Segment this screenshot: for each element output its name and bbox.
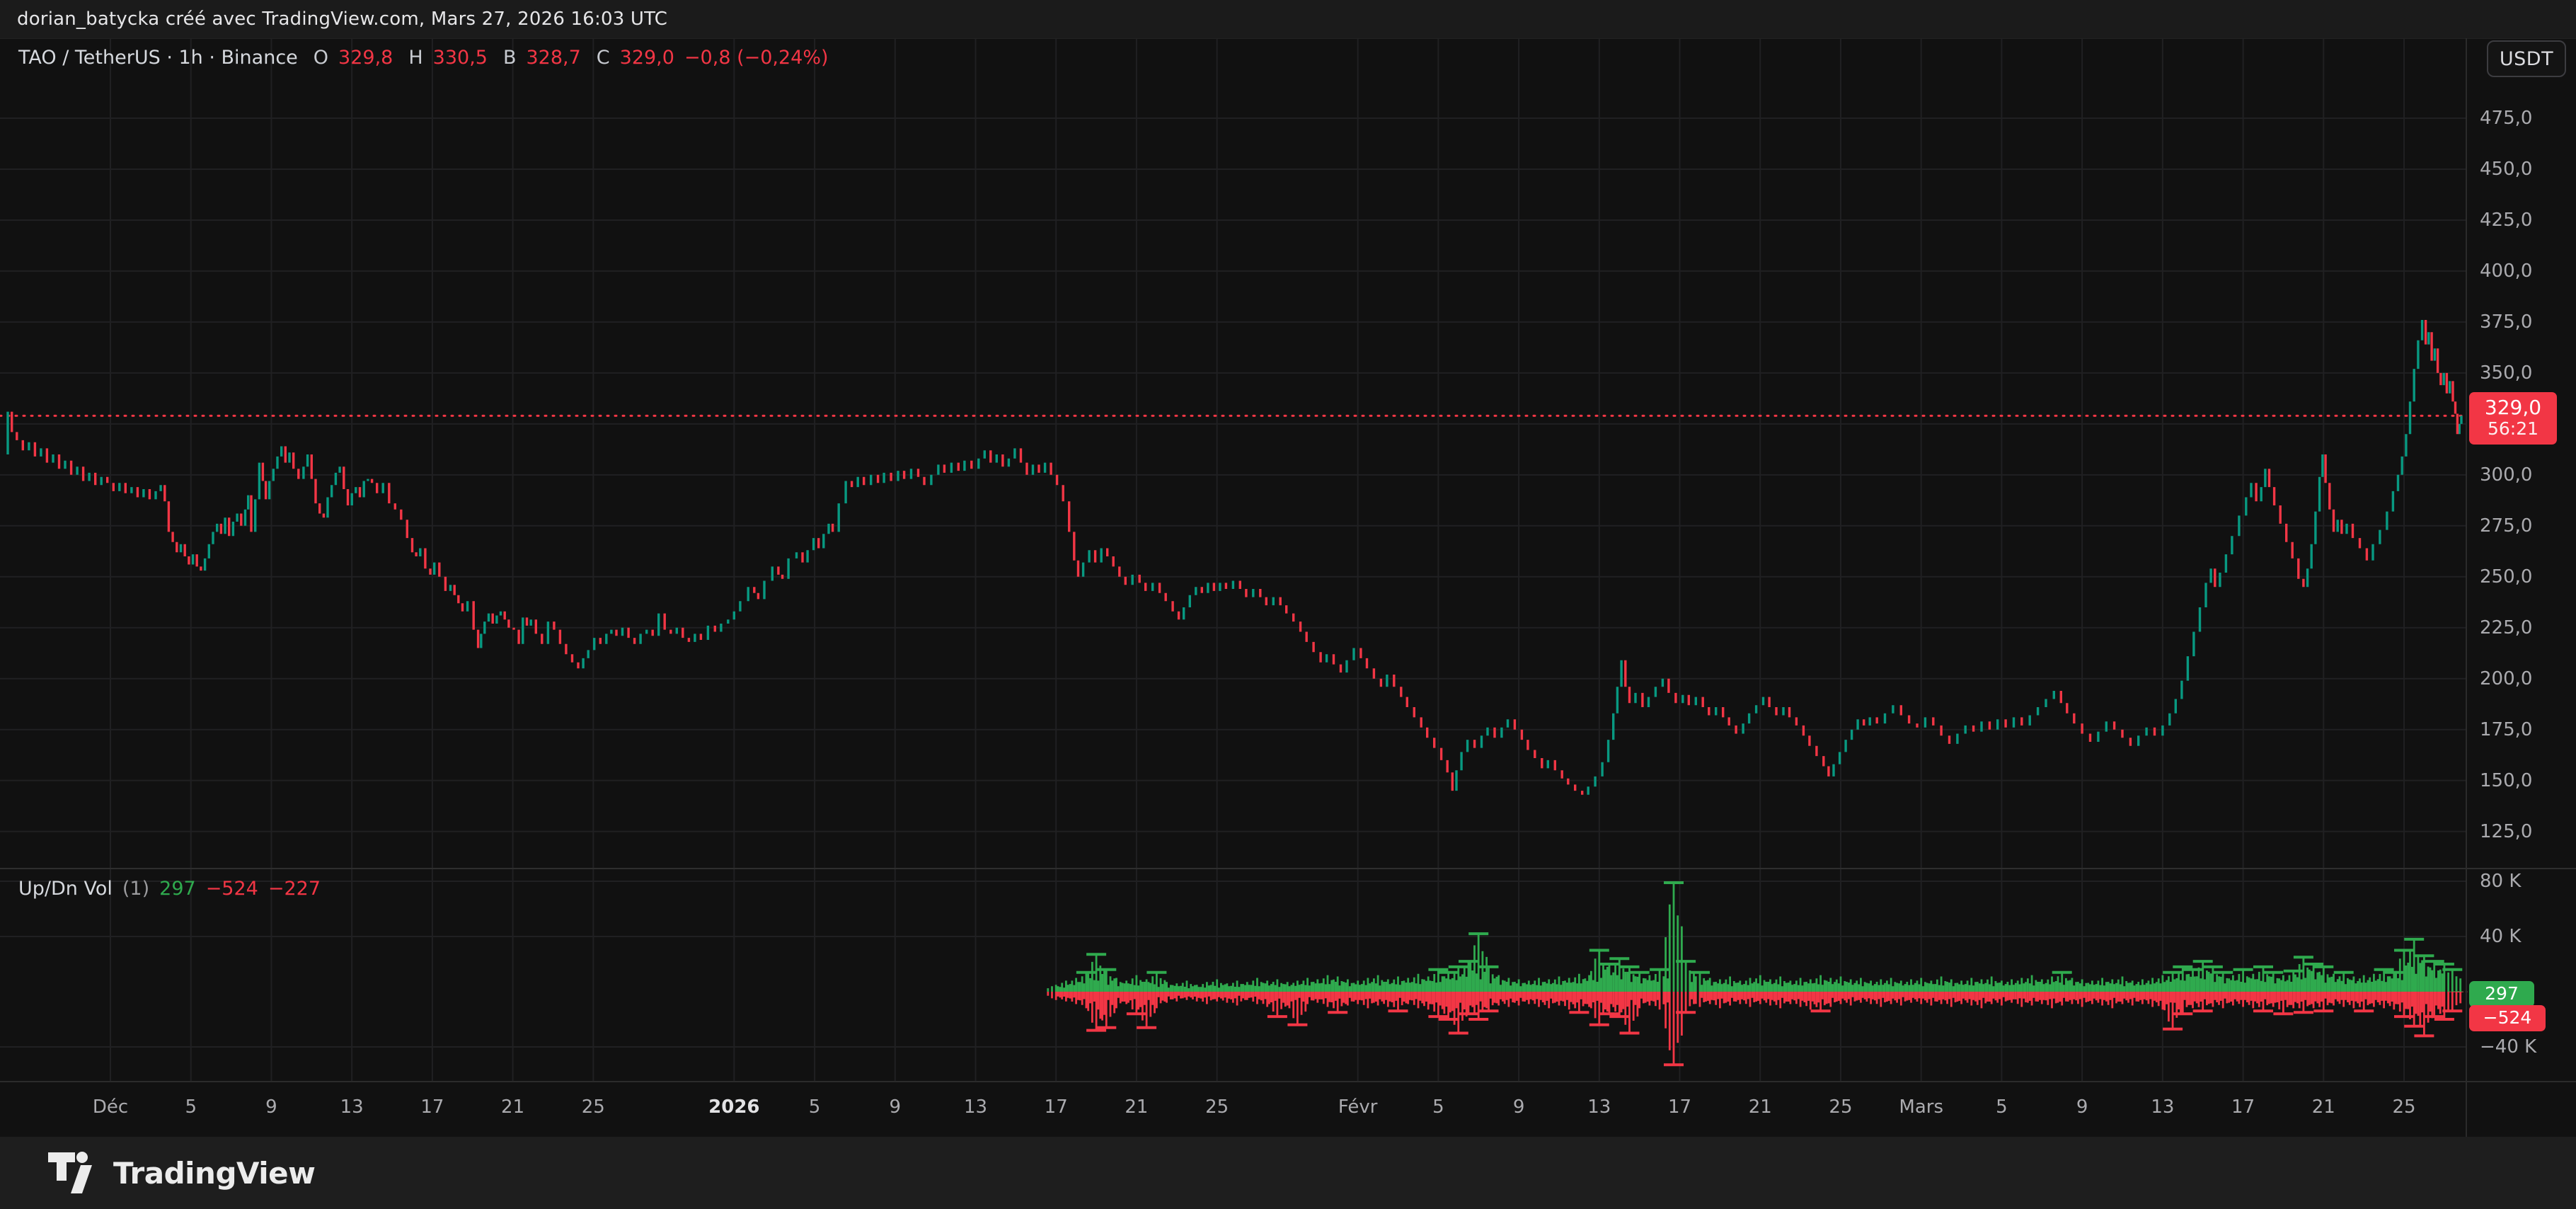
time-axis-label: 25: [581, 1096, 605, 1118]
time-axis-divider: [0, 1081, 2576, 1082]
price-axis-label: 425,0: [2480, 209, 2533, 231]
price-axis-label: 350,0: [2480, 362, 2533, 384]
price-volume-plot: [0, 39, 2468, 1081]
time-axis-label: Févr: [1338, 1096, 1378, 1118]
updn-vol-down-value: −524: [205, 878, 258, 900]
noop: [1076, 883, 2462, 1065]
symbol-legend[interactable]: TAO / TetherUS · 1h · Binance O 329,8 H …: [18, 47, 829, 69]
price-axis-label: 225,0: [2480, 617, 2533, 638]
time-axis-label: Mars: [1899, 1096, 1943, 1118]
price-axis-label: 375,0: [2480, 311, 2533, 333]
chart-surface[interactable]: [0, 38, 2576, 1137]
tradingview-logo[interactable]: TradingView: [47, 1151, 316, 1195]
price-axis-label: 400,0: [2480, 260, 2533, 282]
price-scale-divider: [2466, 38, 2467, 1137]
time-axis-label: 21: [1125, 1096, 1149, 1118]
time-axis-label: 5: [808, 1096, 821, 1118]
time-axis-label: 25: [1205, 1096, 1229, 1118]
currency-toggle-button[interactable]: USDT: [2487, 40, 2566, 77]
time-axis-label: 17: [2231, 1096, 2255, 1118]
tradingview-logo-icon: [48, 1152, 92, 1193]
time-axis-label: 13: [963, 1096, 988, 1118]
time-axis-label: 5: [185, 1096, 197, 1118]
time-axis-label: 25: [1829, 1096, 1853, 1118]
open-label: O: [313, 47, 329, 69]
time-axis-label: 2026: [708, 1096, 760, 1118]
time-axis-label: 5: [1432, 1096, 1444, 1118]
volume-level-dashes-up: [1076, 881, 2463, 974]
price-axis-label: 275,0: [2480, 515, 2533, 537]
price-axis-label: 150,0: [2480, 769, 2533, 791]
time-axis-label: 13: [1587, 1096, 1611, 1118]
volume-level-dashes-down: [1086, 1009, 2463, 1067]
time-axis-label: 9: [2076, 1096, 2088, 1118]
last-price-label: 329,0 56:21: [2469, 392, 2557, 445]
updn-vol-legend[interactable]: Up/Dn Vol (1) 297 −524 −227: [18, 878, 321, 900]
change-value: −0,8 (−0,24%): [684, 47, 829, 69]
footer-bar: TradingView: [0, 1137, 2576, 1209]
price-axis-label: 250,0: [2480, 566, 2533, 588]
header-divider: [0, 38, 2576, 39]
updn-vol-title[interactable]: Up/Dn Vol: [18, 878, 113, 900]
volume-bars-down: [1047, 992, 2468, 1065]
updn-vol-up-value: 297: [159, 878, 196, 900]
attribution-text: dorian_batycka créé avec TradingView.com…: [17, 8, 668, 30]
attribution-bar: dorian_batycka créé avec TradingView.com…: [0, 0, 2576, 38]
volume-dash-spacer: [1077, 883, 2461, 1065]
time-axis-label: 17: [420, 1096, 444, 1118]
price-axis-label: 175,0: [2480, 718, 2533, 740]
price-axis-label: 450,0: [2480, 158, 2533, 180]
bar-countdown: 56:21: [2487, 418, 2539, 440]
pane-divider[interactable]: [0, 868, 2576, 869]
symbol-title[interactable]: TAO / TetherUS · 1h · Binance: [18, 47, 298, 69]
volume-axis-label: 80 K: [2480, 871, 2522, 892]
updn-vol-param: (1): [122, 878, 150, 900]
high-label: H: [408, 47, 423, 69]
time-axis-label: 21: [1748, 1096, 1772, 1118]
volume-axis-label: −40 K: [2480, 1036, 2537, 1058]
close-label: C: [596, 47, 610, 69]
time-axis-label: 25: [2392, 1096, 2416, 1118]
time-axis-label: 21: [501, 1096, 525, 1118]
price-axis-label: 200,0: [2480, 667, 2533, 689]
time-axis-label: 13: [2151, 1096, 2175, 1118]
time-axis-label: 9: [1512, 1096, 1525, 1118]
time-axis-label: 9: [265, 1096, 277, 1118]
candles-up: [6, 320, 2463, 795]
time-axis-label: 17: [1667, 1096, 1692, 1118]
last-price-value: 329,0: [2484, 396, 2542, 419]
close-value: 329,0: [619, 47, 674, 69]
low-label: B: [502, 47, 517, 69]
time-axis-label: 17: [1044, 1096, 1068, 1118]
time-axis-label: Déc: [92, 1096, 129, 1118]
price-axis-label: 300,0: [2480, 464, 2533, 486]
volume-up-label: 297: [2469, 981, 2534, 1007]
price-axis-label: 475,0: [2480, 108, 2533, 129]
low-value: 328,7: [526, 47, 581, 69]
volume-axis-label: 40 K: [2480, 926, 2522, 947]
time-axis-label: 9: [889, 1096, 902, 1118]
high-value: 330,5: [432, 47, 488, 69]
time-axis-label: 5: [1996, 1096, 2008, 1118]
candles-down: [11, 320, 2459, 795]
time-axis-label: 13: [340, 1096, 364, 1118]
time-axis-label: 21: [2311, 1096, 2335, 1118]
open-value: 329,8: [338, 47, 393, 69]
volume-down-label: −524: [2469, 1005, 2546, 1031]
price-axis-label: 125,0: [2480, 820, 2533, 842]
volume-bars-up: [1047, 883, 2468, 992]
tradingview-wordmark: TradingView: [113, 1155, 316, 1191]
updn-vol-net-value: −227: [268, 878, 321, 900]
